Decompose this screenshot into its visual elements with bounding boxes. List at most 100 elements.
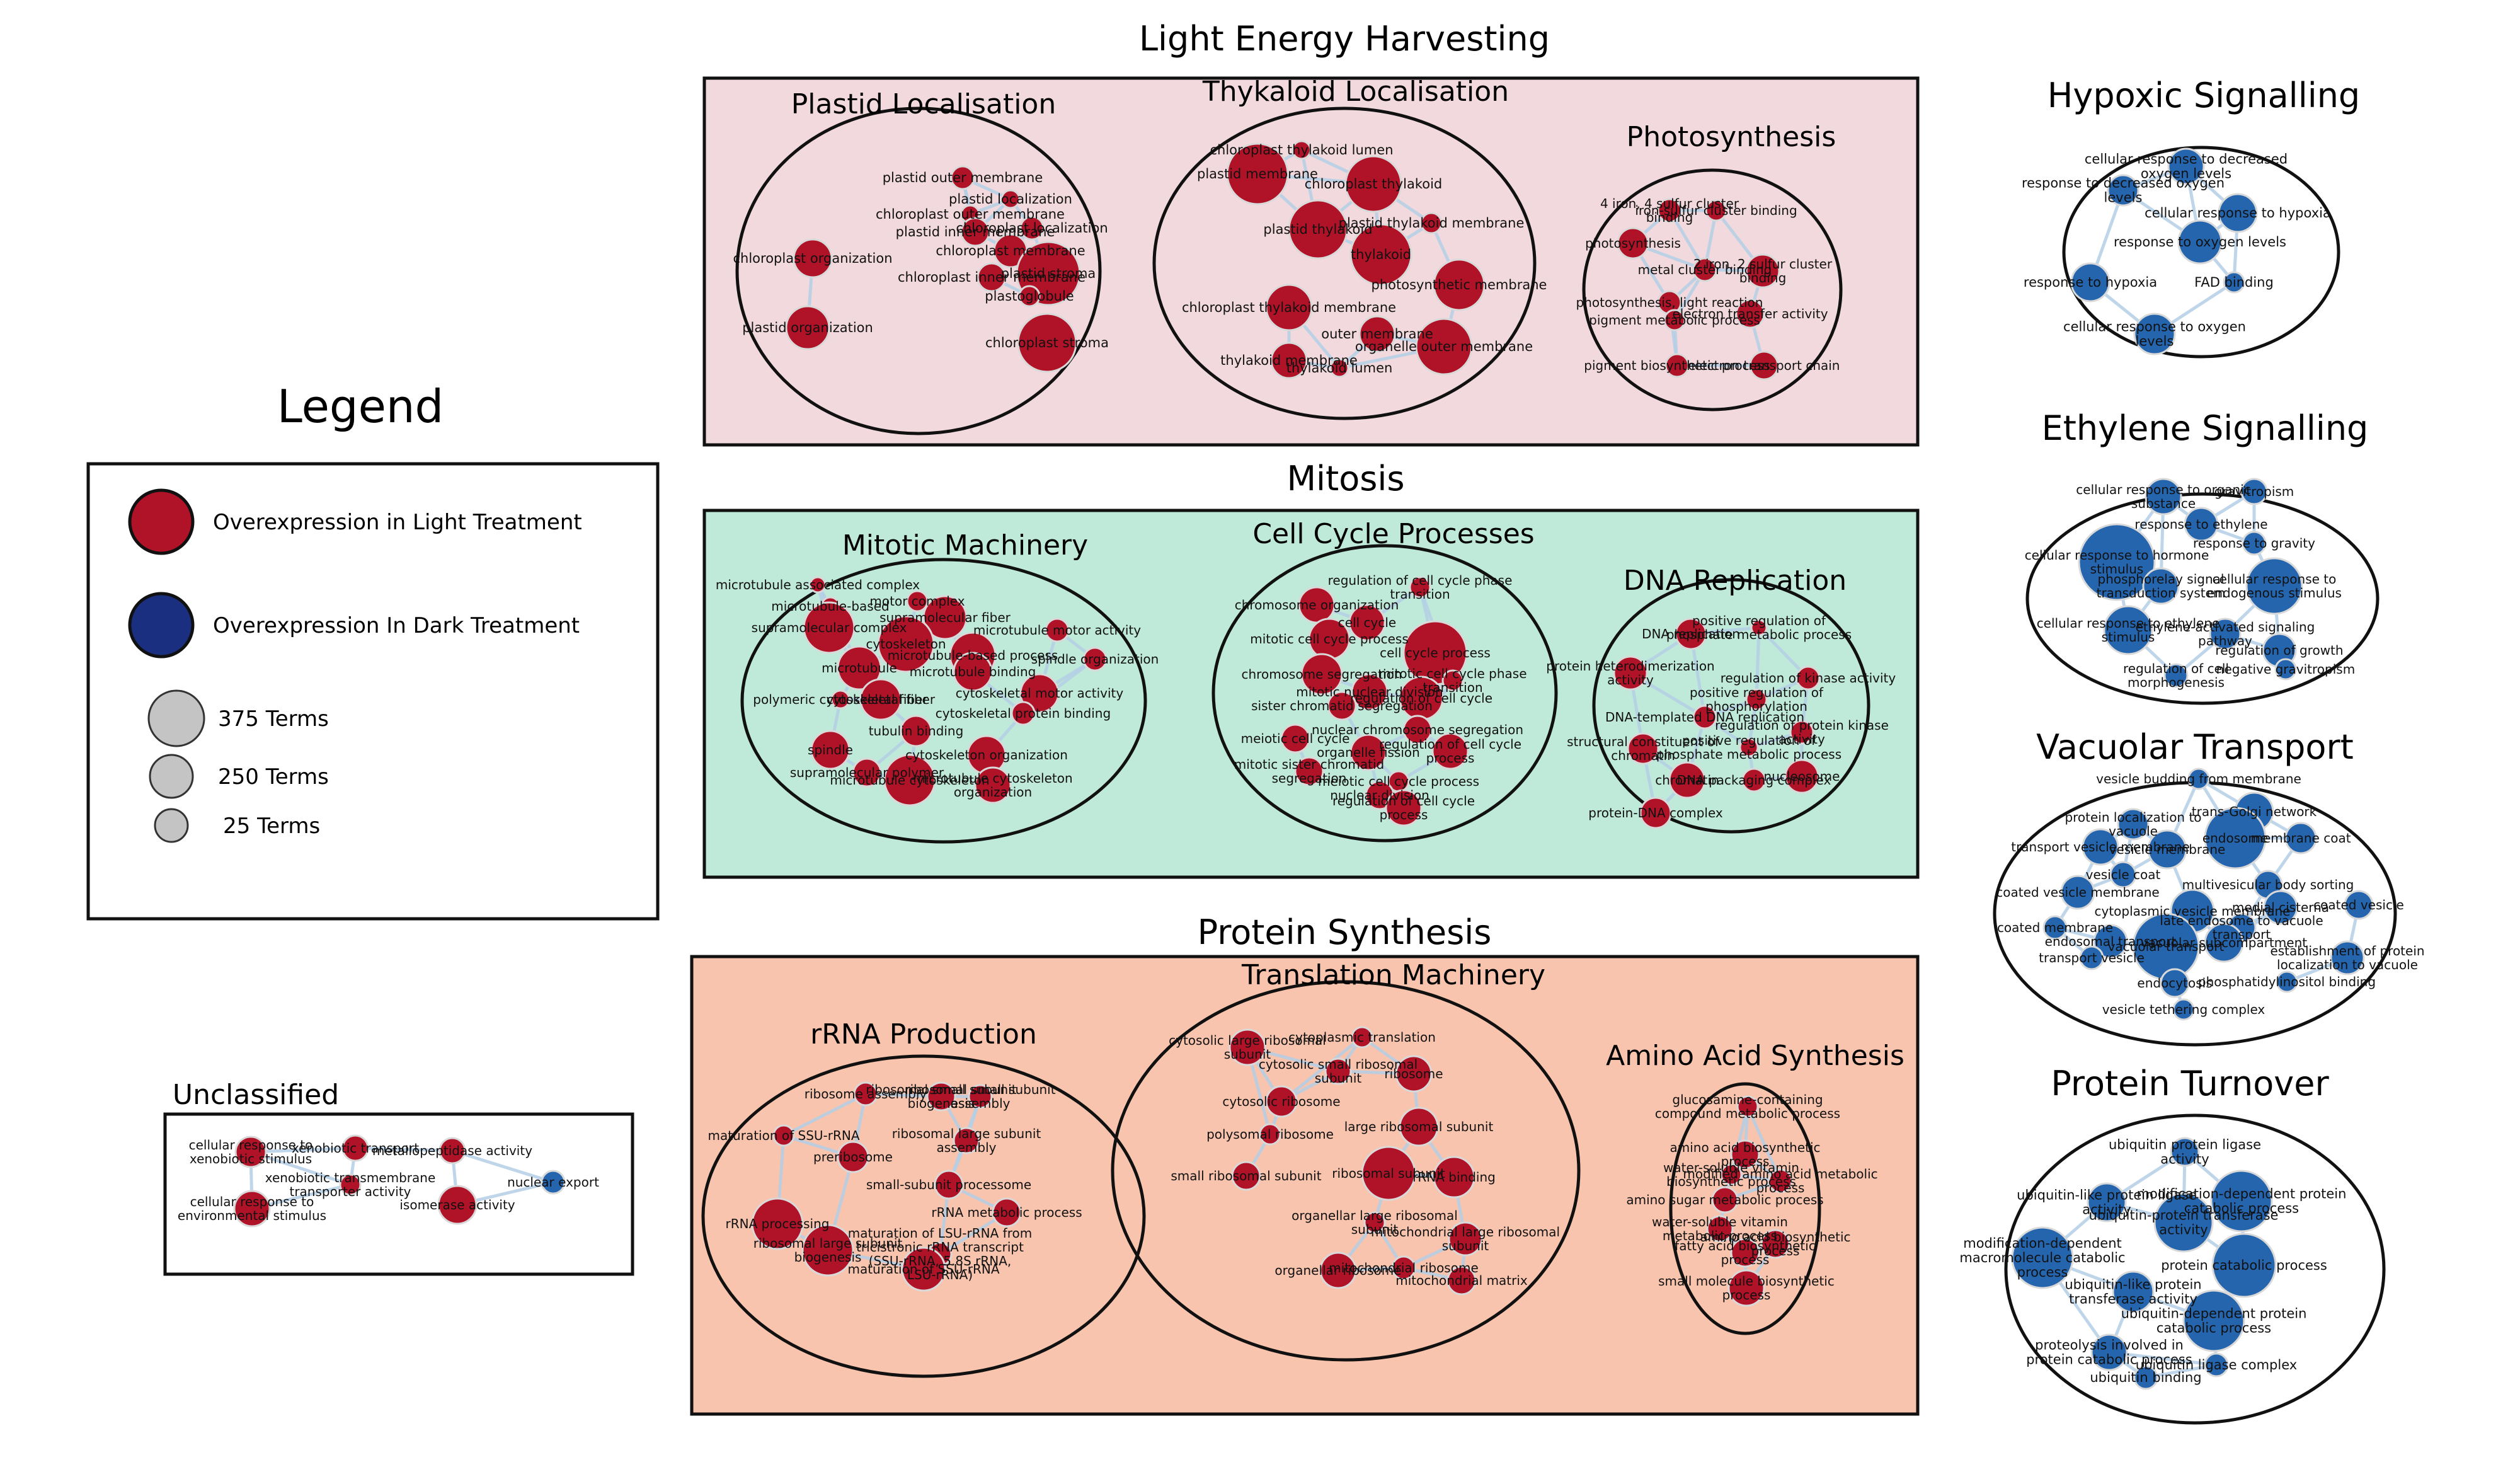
hypoxic-node[interactable] <box>2223 271 2245 294</box>
turnover-node[interactable] <box>2011 1226 2074 1289</box>
aminoacid-node[interactable] <box>1760 1229 1790 1259</box>
plastid-node[interactable] <box>1000 189 1021 209</box>
mitotic-node[interactable] <box>852 757 882 788</box>
vacuolar-node[interactable] <box>2263 890 2298 925</box>
cellcycle-node[interactable] <box>1409 576 1431 599</box>
vacuolar-node[interactable] <box>2172 998 2195 1021</box>
cellcycle-node[interactable] <box>1280 723 1310 754</box>
hypoxic-node[interactable] <box>2167 147 2205 185</box>
mitotic-node[interactable] <box>809 576 827 594</box>
vacuolar-node[interactable] <box>2117 808 2150 841</box>
cellcycle-node[interactable] <box>1441 669 1464 692</box>
hypoxic-node[interactable] <box>2133 313 2176 355</box>
hypoxic-node[interactable] <box>2070 262 2110 302</box>
photosynthesis-node[interactable] <box>1749 350 1779 381</box>
dnarep-node[interactable] <box>1627 732 1659 765</box>
vacuolar-node[interactable] <box>2187 768 2210 790</box>
rrna-node[interactable] <box>926 1081 956 1112</box>
photosynthesis-node[interactable] <box>1617 227 1649 260</box>
dnarep-node[interactable] <box>1613 655 1648 691</box>
translation-node[interactable] <box>1351 1026 1373 1049</box>
turnover-node[interactable] <box>2087 1182 2127 1222</box>
mitotic-node[interactable] <box>803 601 856 654</box>
thylakoid-node[interactable] <box>1270 342 1308 379</box>
dnarep-node[interactable] <box>1784 759 1819 794</box>
turnover-node[interactable] <box>2211 1233 2277 1298</box>
mitotic-node[interactable] <box>810 730 850 770</box>
dnarep-node[interactable] <box>1745 688 1768 711</box>
ethylene-node[interactable] <box>2145 478 2182 515</box>
turnover-node[interactable] <box>2170 1137 2200 1167</box>
ethylene-node[interactable] <box>2078 523 2156 601</box>
vacuolar-node[interactable] <box>2060 875 2095 910</box>
translation-node[interactable] <box>1319 1251 1357 1289</box>
aminoacid-node[interactable] <box>1730 1238 1760 1268</box>
vacuolar-node[interactable] <box>2204 807 2267 870</box>
mitotic-node[interactable] <box>1082 647 1108 672</box>
thylakoid-node[interactable] <box>1420 212 1443 234</box>
ethylene-node[interactable] <box>2103 605 2153 655</box>
mitotic-node[interactable] <box>974 766 1012 804</box>
rrna-node[interactable] <box>837 1141 869 1173</box>
photosynthesis-node[interactable] <box>1735 299 1765 329</box>
translation-node[interactable] <box>1395 1055 1433 1093</box>
ethylene-node[interactable] <box>2163 663 2189 688</box>
thylakoid-node[interactable] <box>1433 258 1486 311</box>
plastid-node[interactable] <box>785 305 830 350</box>
thylakoid-node[interactable] <box>1288 199 1348 260</box>
aminoacid-node[interactable] <box>1768 1168 1793 1194</box>
rrna-node[interactable] <box>751 1197 804 1250</box>
ethylene-node[interactable] <box>2240 478 2268 505</box>
mitotic-node[interactable] <box>883 754 936 807</box>
unclassified-node[interactable] <box>437 1185 478 1225</box>
dnarep-node[interactable] <box>1789 720 1814 745</box>
vacuolar-node[interactable] <box>2079 945 2104 970</box>
ethylene-node[interactable] <box>2184 507 2219 542</box>
dnarep-node[interactable] <box>1639 797 1672 829</box>
turnover-node[interactable] <box>2204 1352 2229 1378</box>
thylakoid-node[interactable] <box>1265 284 1313 331</box>
aminoacid-node[interactable] <box>1727 1269 1765 1307</box>
aminoacid-node[interactable] <box>1720 1163 1743 1186</box>
translation-node[interactable] <box>1399 1107 1439 1147</box>
plastid-node[interactable] <box>976 262 1007 292</box>
rrna-node[interactable] <box>853 1081 878 1107</box>
dnarep-node[interactable] <box>1739 737 1759 757</box>
plastid-node[interactable] <box>1019 216 1045 241</box>
mitotic-node[interactable] <box>900 715 932 747</box>
unclassified-node[interactable] <box>233 1190 271 1228</box>
cellcycle-node[interactable] <box>1327 691 1357 721</box>
cellcycle-node[interactable] <box>1402 715 1433 745</box>
mitotic-node[interactable] <box>830 689 850 710</box>
mitotic-node[interactable] <box>859 678 902 721</box>
rrna-node[interactable] <box>992 1197 1022 1228</box>
thylakoid-node[interactable] <box>1329 358 1349 378</box>
translation-node[interactable] <box>1361 1146 1416 1201</box>
thylakoid-node[interactable] <box>1226 142 1289 205</box>
aminoacid-node[interactable] <box>1711 1186 1739 1214</box>
aminoacid-node[interactable] <box>1730 1139 1760 1170</box>
plastid-node[interactable] <box>1018 285 1041 308</box>
translation-node[interactable] <box>1446 1265 1477 1296</box>
rrna-node[interactable] <box>901 1246 946 1292</box>
vacuolar-node[interactable] <box>2147 829 2187 870</box>
photosynthesis-node[interactable] <box>1705 199 1727 222</box>
vacuolar-node[interactable] <box>2160 968 2190 998</box>
cellcycle-node[interactable] <box>1349 734 1387 771</box>
rrna-node[interactable] <box>968 1084 993 1109</box>
vacuolar-node[interactable] <box>2082 828 2119 866</box>
photosynthesis-node[interactable] <box>1692 257 1717 282</box>
translation-node[interactable] <box>1391 1255 1416 1280</box>
mitotic-node[interactable] <box>837 645 882 691</box>
plastid-node[interactable] <box>1017 313 1077 373</box>
mitotic-node[interactable] <box>953 652 993 692</box>
cellcycle-node[interactable] <box>1348 604 1386 641</box>
aminoacid-node[interactable] <box>1706 1215 1734 1243</box>
translation-node[interactable] <box>1433 1156 1475 1199</box>
translation-node[interactable] <box>1265 1085 1298 1118</box>
turnover-node[interactable] <box>2112 1270 2155 1313</box>
photosynthesis-node[interactable] <box>1657 198 1682 223</box>
cellcycle-node[interactable] <box>1385 789 1423 827</box>
thylakoid-node[interactable] <box>1344 155 1402 213</box>
translation-node[interactable] <box>1231 1161 1261 1191</box>
